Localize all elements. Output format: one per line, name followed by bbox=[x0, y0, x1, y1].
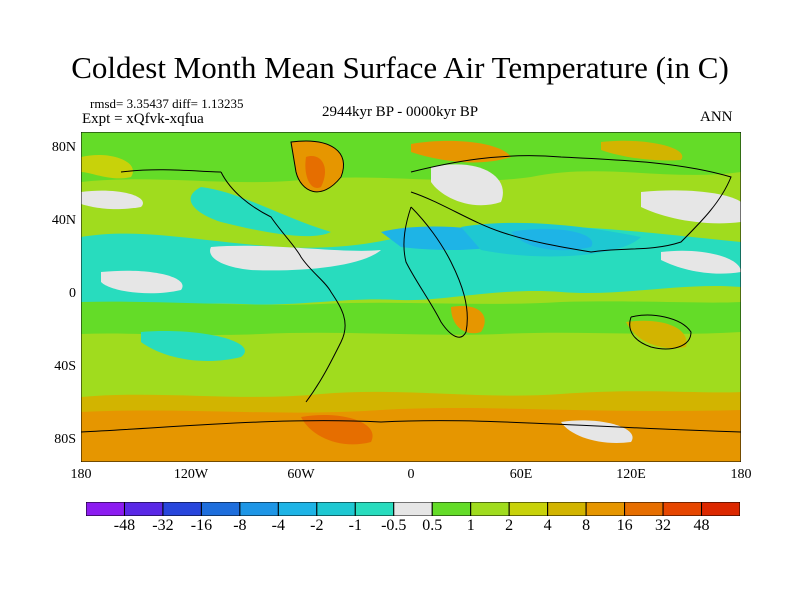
pacific-neutral-east bbox=[641, 190, 741, 224]
africa-coast bbox=[403, 206, 468, 338]
colorbar-swatch bbox=[393, 502, 433, 516]
antarctic-margin-warm bbox=[81, 408, 741, 462]
coastlines bbox=[81, 140, 741, 433]
colorbar-swatch bbox=[316, 502, 356, 516]
weddell-warm bbox=[301, 414, 373, 445]
s-tropics-green bbox=[81, 301, 741, 335]
lat-tick-80s: 80S bbox=[54, 432, 76, 447]
colorbar-swatch bbox=[239, 502, 279, 516]
colorbar-swatch bbox=[123, 502, 164, 516]
lat-tick-40s: 40S bbox=[54, 359, 76, 374]
colorbar-swatch bbox=[701, 502, 740, 516]
colorbar-tick-label: 32 bbox=[655, 517, 672, 534]
w-pacific-neutral bbox=[661, 250, 741, 274]
colorbar-tick-label: -16 bbox=[190, 517, 213, 534]
antarctic-neutral bbox=[561, 420, 633, 443]
australia-coast bbox=[629, 314, 692, 350]
north-band bbox=[81, 132, 741, 183]
colorbar-tick-label: 4 bbox=[543, 517, 552, 534]
lon-tick-60w: 60W bbox=[287, 467, 315, 482]
lon-tick-180w: 180 bbox=[70, 467, 92, 482]
lat-tick-80n: 80N bbox=[51, 140, 76, 155]
lon-tick-120w: 120W bbox=[173, 467, 209, 482]
alaska-warm bbox=[81, 154, 133, 179]
s-pacific-cool bbox=[141, 331, 245, 362]
lon-tick-60e: 60E bbox=[509, 467, 533, 482]
period-label: 2944kyr BP - 0000kyr BP bbox=[321, 104, 479, 120]
page-title: Coldest Month Mean Surface Air Temperatu… bbox=[71, 50, 729, 85]
lon-tick-0: 0 bbox=[407, 467, 415, 482]
greenland-warm-core bbox=[305, 156, 326, 188]
colorbar-tick-label: 0.5 bbox=[422, 517, 443, 534]
eurasia-neutral bbox=[431, 164, 503, 206]
greenland-coast bbox=[290, 140, 344, 193]
season-label: ANN bbox=[700, 109, 733, 125]
antarctica-coast bbox=[81, 420, 741, 433]
colorbar-tick-label: -8 bbox=[233, 517, 247, 534]
colorbar-tick-label: 16 bbox=[616, 517, 633, 534]
colorbar-swatch bbox=[86, 502, 125, 516]
colorbar-tick-label: -48 bbox=[113, 517, 136, 534]
colorbar-tick-label: -1 bbox=[348, 517, 362, 534]
colorbar-swatch bbox=[470, 502, 510, 516]
colorbar-swatch bbox=[431, 502, 472, 516]
colorbar bbox=[86, 502, 740, 516]
lat-tick-40n: 40N bbox=[51, 213, 76, 228]
lat-tick-0: 0 bbox=[69, 286, 76, 301]
asia-cool-core bbox=[511, 228, 593, 251]
colorbar-tick-label: 48 bbox=[693, 517, 710, 534]
pacific-neutral-west bbox=[81, 190, 143, 210]
colorbar-swatch bbox=[354, 502, 395, 516]
lon-tick-120e: 120E bbox=[616, 467, 646, 482]
australia-warm bbox=[626, 320, 687, 349]
colorbar-swatch bbox=[162, 502, 202, 516]
stats-text: rmsd= 3.35437 diff= 1.13235 bbox=[90, 96, 244, 111]
eurasia-coast bbox=[410, 155, 732, 253]
experiment-label: Expt = xQfvk-xqfua bbox=[82, 111, 204, 127]
lon-tick-180e: 180 bbox=[730, 467, 752, 482]
colorbar-tick-label: 2 bbox=[505, 517, 514, 534]
colorbar-swatch bbox=[624, 502, 664, 516]
alaska-coast bbox=[120, 169, 222, 173]
colorbar-tick-label: -32 bbox=[152, 517, 174, 534]
temperature-anomaly-map bbox=[81, 132, 741, 462]
colorbar-swatch bbox=[585, 502, 626, 516]
s-africa-warm bbox=[451, 306, 485, 334]
colorbar-swatch bbox=[662, 502, 703, 516]
colorbar-tick-label: -2 bbox=[310, 517, 324, 534]
siberia-warm bbox=[411, 140, 511, 163]
colorbar-tick-label: -0.5 bbox=[381, 517, 407, 534]
ne-asia-warm bbox=[601, 140, 683, 161]
americas-coast bbox=[220, 171, 346, 403]
colorbar-swatch bbox=[508, 502, 549, 516]
colorbar-tick-label: -4 bbox=[271, 517, 285, 534]
tropical-neutral-2 bbox=[101, 270, 183, 294]
colorbar-swatch bbox=[277, 502, 318, 516]
colorbar-tick-label: 8 bbox=[582, 517, 591, 534]
colorbar-tick-label: 1 bbox=[466, 517, 475, 534]
colorbar-swatch bbox=[200, 502, 241, 516]
tropical-neutral-1 bbox=[210, 245, 381, 271]
colorbar-swatch bbox=[547, 502, 587, 516]
